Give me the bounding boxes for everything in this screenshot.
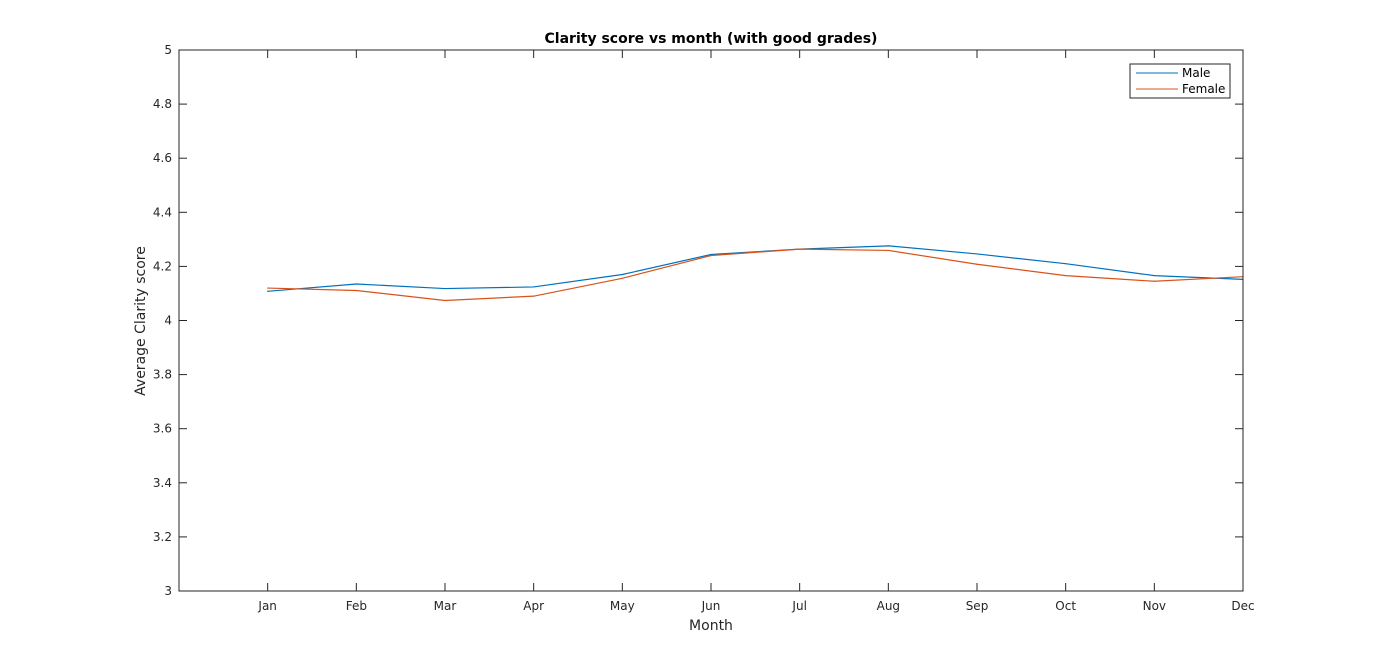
series-layer	[267, 245, 1244, 302]
data-point-female	[355, 289, 357, 292]
legend-label-female: Female	[1182, 82, 1225, 96]
data-point-male	[355, 283, 357, 285]
data-point-female	[533, 295, 535, 297]
data-point-female	[267, 287, 269, 289]
x-tick-label: Sep	[966, 599, 989, 613]
data-point-male	[1065, 263, 1067, 265]
data-point-male	[267, 290, 269, 292]
series-line-female	[267, 248, 1244, 302]
legend: Male Female	[1129, 63, 1231, 99]
y-tick-label: 3.2	[153, 530, 172, 544]
data-point-male	[621, 273, 623, 276]
y-tick-label: 3.4	[153, 476, 172, 490]
y-tick-label: 3.6	[153, 422, 172, 436]
data-point-female	[444, 299, 446, 302]
y-tick-labels: 3 3.2 3.4 3.6 3.8 4 4.2 4.4 4.6 4.8 5	[153, 43, 172, 598]
plot-area	[179, 50, 1243, 591]
data-point-female	[976, 263, 978, 265]
x-tick-labels: Jan Feb Mar Apr May Jun Jul Aug Sep Oct Nov Dec	[257, 599, 1254, 613]
x-tick-label: Aug	[877, 599, 900, 613]
data-point-male	[444, 287, 446, 290]
data-point-male	[533, 286, 535, 288]
y-tick-label: 3	[164, 584, 172, 598]
x-tick-label: May	[610, 599, 635, 613]
y-tick-label: 4.4	[153, 205, 172, 219]
y-tick-label: 4.2	[153, 259, 172, 273]
data-point-female	[621, 277, 623, 279]
data-point-male	[887, 245, 889, 247]
data-point-female	[799, 248, 801, 250]
chart-title: Clarity score vs month (with good grades…	[545, 31, 878, 47]
x-tick-label: Oct	[1055, 599, 1076, 613]
x-tick-label: Jul	[791, 599, 806, 613]
data-point-male	[710, 253, 712, 256]
data-point-female	[710, 254, 712, 257]
x-tick-label: Jun	[701, 599, 721, 613]
x-tick-label: Mar	[434, 599, 457, 613]
x-tick-label: Feb	[346, 599, 367, 613]
y-tick-label: 4.8	[153, 97, 172, 111]
plot-frame	[178, 49, 1244, 592]
y-tick-label: 4	[164, 314, 172, 328]
y-tick-label: 5	[164, 43, 172, 57]
x-tick-label: Nov	[1143, 599, 1166, 613]
y-tick-label: 3.8	[153, 368, 172, 382]
y-tick-label: 4.6	[153, 151, 172, 165]
data-point-male	[976, 253, 978, 255]
y-axis-title: Average Clarity score	[133, 246, 149, 396]
data-point-female	[1153, 280, 1155, 282]
data-point-female	[887, 249, 889, 252]
x-tick-label: Apr	[523, 599, 544, 613]
data-point-female	[1065, 274, 1067, 277]
x-tick-label: Dec	[1231, 599, 1254, 613]
x-axis-title: Month	[689, 618, 733, 634]
data-point-male	[1153, 274, 1155, 277]
legend-box	[1129, 63, 1231, 99]
legend-label-male: Male	[1182, 66, 1210, 80]
x-tick-label: Jan	[257, 599, 277, 613]
